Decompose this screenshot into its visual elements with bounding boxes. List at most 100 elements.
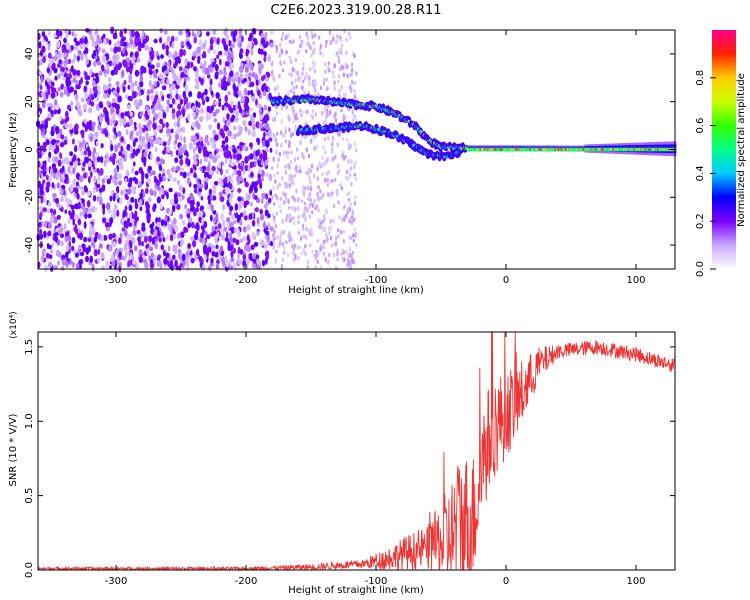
spectrogram-cell — [138, 91, 142, 97]
spectrogram-cell — [238, 175, 243, 182]
spectrogram-cell — [93, 88, 98, 94]
spectrogram-cell — [322, 145, 325, 151]
spectrogram-cell — [294, 254, 297, 261]
spectrogram-x-axis-label: Height of straight line (km) — [288, 285, 424, 296]
spectrogram-cell — [285, 50, 288, 55]
spectrogram-cell — [269, 226, 274, 232]
spectrogram-cell — [59, 152, 63, 160]
spectrogram-cell — [316, 260, 320, 264]
spectrogram-cell — [243, 77, 247, 83]
spectrogram-cell — [317, 218, 320, 223]
spectrogram-cell — [288, 183, 291, 189]
spectrogram-cell — [130, 82, 135, 88]
spectrogram-cell — [548, 148, 550, 151]
spectrogram-cell — [126, 57, 131, 63]
spectrogram-cell — [337, 55, 340, 59]
spectrogram-cell — [312, 41, 315, 45]
spectrogram-cell — [179, 50, 184, 58]
spectrogram-cell — [177, 180, 180, 185]
spectrogram-cell — [86, 98, 90, 105]
spectrogram-cell — [170, 167, 175, 173]
spectrogram-cell — [245, 258, 251, 265]
spectrogram-cell — [306, 109, 309, 115]
spectrogram-cell — [67, 58, 72, 65]
spectrogram-cell — [251, 262, 256, 269]
spectrogram-cell — [246, 78, 250, 87]
spectrogram-cell — [604, 148, 606, 151]
spectrogram-cell — [88, 230, 92, 237]
spectrogram-cell — [312, 64, 315, 70]
spectrogram-cell — [236, 252, 241, 260]
spectrogram-cell — [295, 164, 298, 170]
spectrogram-cell — [331, 147, 334, 152]
spectrogram-cell — [112, 213, 116, 220]
spectrogram-cell — [42, 207, 47, 213]
spectrogram-cell — [163, 257, 168, 265]
snr-frame — [38, 332, 675, 570]
y-tick-label: 40 — [24, 48, 35, 61]
spectrogram-cell — [346, 263, 349, 267]
spectrogram-cell — [282, 199, 286, 206]
spectrogram-cell — [149, 246, 154, 252]
spectrogram-cell — [162, 111, 167, 119]
spectrogram-cell — [580, 148, 583, 151]
y-tick-label: 0 — [24, 146, 35, 152]
spectrogram-cell — [256, 89, 261, 97]
spectrogram-cell — [263, 243, 268, 249]
spectrogram-cell — [48, 244, 52, 250]
spectrogram-cell — [300, 112, 303, 118]
spectrogram-cell — [235, 239, 240, 246]
spectrogram-cell — [312, 134, 315, 140]
spectrogram-cell — [549, 148, 552, 151]
spectrogram-cell — [242, 254, 247, 261]
spectrogram-cell — [609, 148, 611, 151]
spectrogram-cell — [349, 252, 352, 258]
spectrogram-cell — [151, 170, 156, 176]
spectrogram-cell — [351, 250, 355, 255]
spectrogram-cell — [309, 179, 312, 184]
spectrogram-cell — [241, 196, 245, 203]
spectrogram-cell — [153, 72, 158, 79]
spectrogram-cell — [333, 80, 336, 86]
spectrogram-cell — [82, 103, 88, 110]
spectrogram-cell — [55, 126, 60, 134]
spectrogram-cell — [93, 61, 97, 67]
spectrogram-cell — [255, 265, 261, 270]
spectrogram-cell — [58, 30, 63, 37]
spectrogram-cell — [102, 128, 108, 135]
spectrogram-cell — [60, 206, 64, 213]
spectrogram-cell — [175, 133, 179, 141]
spectrogram-cell — [97, 248, 101, 255]
spectrogram-cell — [120, 112, 125, 119]
spectrogram-cell — [159, 187, 164, 193]
spectrogram-cell — [336, 164, 340, 169]
spectrogram-cell — [147, 177, 151, 185]
spectrogram-cell — [147, 62, 152, 69]
spectrogram-cell — [138, 249, 143, 255]
spectrogram-cell — [91, 80, 96, 87]
spectrogram-cell — [134, 150, 139, 157]
spectrogram-cell — [278, 237, 282, 242]
spectrogram-cell — [272, 233, 275, 238]
spectrogram-cell — [295, 189, 298, 194]
spectrogram-cell — [153, 80, 157, 88]
spectrogram-cell — [301, 251, 304, 256]
spectrogram-cell — [272, 75, 275, 80]
spectrogram-cell — [235, 230, 240, 235]
spectrogram-cell — [278, 182, 281, 187]
spectrogram-cell — [307, 197, 310, 202]
spectrogram-cell — [328, 192, 332, 198]
spectrogram-cell — [106, 68, 110, 75]
spectrogram-cell — [42, 147, 47, 152]
spectrogram-cell — [246, 244, 250, 253]
spectrogram-cell — [65, 43, 71, 51]
spectrogram-cell — [71, 138, 75, 145]
spectrogram-cell — [351, 108, 354, 113]
colorbar-tick-label: 0.2 — [695, 213, 706, 229]
spectrogram-cell — [65, 110, 69, 118]
spectrogram-cell — [275, 45, 279, 52]
spectrogram-cell — [239, 238, 244, 243]
spectrogram-cell — [250, 48, 254, 56]
spectrogram-cell — [529, 148, 531, 151]
